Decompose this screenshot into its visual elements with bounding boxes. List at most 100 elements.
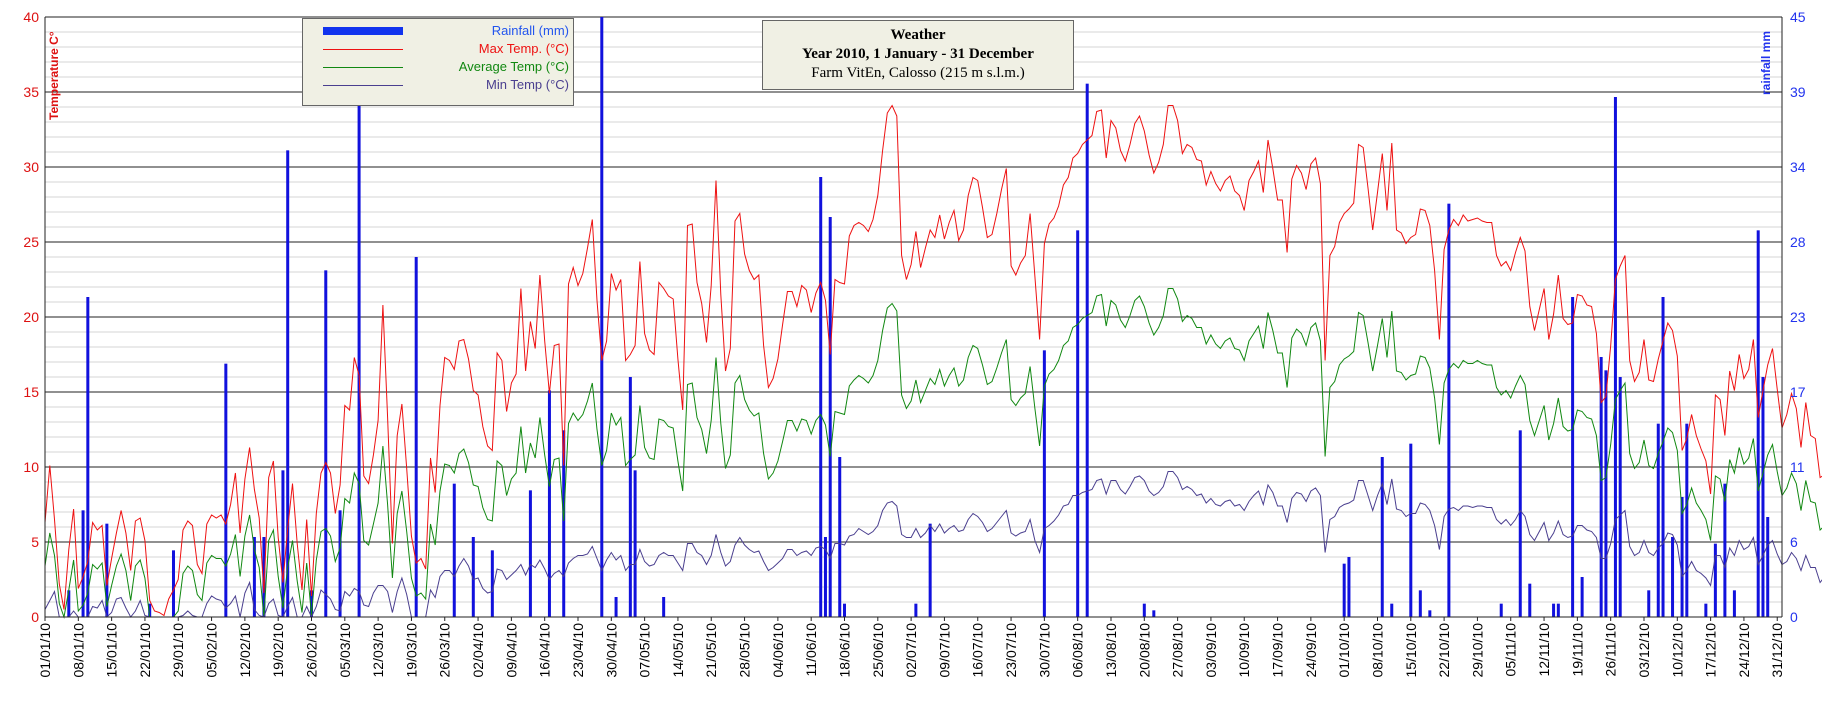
- y-tick-left-label: 5: [31, 534, 39, 550]
- rainfall-bar: [600, 17, 604, 617]
- legend-label-average-temp: Average Temp (°C): [458, 59, 569, 74]
- rainfall-bar: [1756, 230, 1760, 618]
- rainfall-bar: [67, 590, 71, 617]
- legend-item-min-temp: Min Temp (°C): [303, 77, 575, 95]
- title-box: Weather Year 2010, 1 January - 31 Decemb…: [762, 20, 1074, 90]
- rainfall-bar: [828, 217, 832, 617]
- rainfall-bar: [414, 257, 418, 617]
- rainfall-bar: [1556, 603, 1560, 617]
- y-tick-left-label: 35: [23, 84, 39, 100]
- x-tick-label: 03/09/10: [1203, 623, 1219, 678]
- chart-location: Farm VitEn, Calosso (215 m s.l.m.): [811, 65, 1025, 81]
- rainfall-bar: [262, 537, 266, 617]
- x-tick-label: 10/09/10: [1236, 623, 1252, 678]
- rainfall-bar: [252, 537, 256, 617]
- rainfall-bar: [1661, 297, 1665, 617]
- y-tick-left-label: 15: [23, 384, 39, 400]
- rainfall-bar: [1447, 203, 1451, 617]
- rainfall-bar: [105, 523, 109, 617]
- rainfall-bar: [357, 43, 361, 617]
- x-tick-label: 31/12/10: [1769, 623, 1785, 678]
- x-tick-label: 29/10/10: [1469, 623, 1485, 678]
- rainfall-bar: [1580, 577, 1584, 617]
- y-tick-left-label: 30: [23, 159, 39, 175]
- x-tick-label: 25/06/10: [870, 623, 886, 678]
- rainfall-bar: [148, 603, 152, 617]
- rainfall-bar: [528, 490, 532, 617]
- x-tick-label: 17/12/10: [1703, 623, 1719, 678]
- x-tick-label: 22/10/10: [1436, 623, 1452, 678]
- x-tick-label: 23/07/10: [1003, 623, 1019, 678]
- rainfall-bar: [1342, 563, 1346, 617]
- rainfall-bar: [309, 590, 313, 617]
- y-tick-right-label: 45: [1790, 9, 1806, 25]
- x-tick-label: 16/07/10: [970, 623, 986, 678]
- x-tick-label: 05/02/10: [204, 623, 220, 678]
- y-tick-right-label: 17: [1790, 384, 1806, 400]
- max-temp-line: [44, 104, 1822, 617]
- rainfall-bar: [842, 603, 846, 617]
- rainfall-bar: [1647, 590, 1651, 617]
- legend-label-max-temp: Max Temp. (°C): [478, 41, 569, 56]
- average-temp-swatch: [323, 67, 403, 68]
- y-tick-right-label: 39: [1790, 84, 1806, 100]
- x-tick-label: 04/06/10: [770, 623, 786, 678]
- x-tick-label: 30/07/10: [1036, 623, 1052, 678]
- rainfall-bar: [1671, 537, 1675, 617]
- rainfall-bar: [914, 603, 918, 617]
- rainfall-bar: [1152, 610, 1156, 617]
- min-temp-swatch: [323, 85, 403, 86]
- y-tick-right-label: 23: [1790, 309, 1806, 325]
- x-tick-label: 08/01/10: [70, 623, 86, 678]
- x-tick-label: 01/01/10: [37, 623, 53, 678]
- x-tick-label: 19/02/10: [270, 623, 286, 678]
- rainfall-bar: [1723, 483, 1727, 617]
- y-tick-right-label: 11: [1790, 459, 1805, 475]
- x-tick-label: 26/02/10: [304, 623, 320, 678]
- rainfall-bar: [86, 297, 90, 617]
- x-tick-label: 24/09/10: [1303, 623, 1319, 678]
- legend-label-rainfall: Rainfall (mm): [491, 23, 569, 38]
- x-tick-label: 11/06/10: [803, 623, 819, 677]
- rainfall-bar: [471, 537, 475, 617]
- rainfall-bar: [633, 470, 637, 617]
- rainfall-bar: [224, 363, 228, 617]
- rainfall-bar: [1680, 497, 1684, 617]
- y-tick-right-label: 0: [1790, 609, 1798, 625]
- x-tick-label: 26/11/10: [1603, 623, 1619, 677]
- rainfall-swatch: [323, 27, 403, 35]
- x-tick-label: 08/10/10: [1370, 623, 1386, 678]
- y-tick-left-label: 0: [31, 609, 39, 625]
- x-tick-label: 21/05/10: [703, 623, 719, 678]
- rainfall-bar: [614, 597, 618, 617]
- y-tick-left-label: 20: [23, 309, 39, 325]
- rainfall-bar: [1761, 377, 1765, 617]
- chart-subtitle: Year 2010, 1 January - 31 December: [802, 46, 1034, 62]
- x-tick-label: 20/08/10: [1136, 623, 1152, 678]
- rainfall-bar: [1499, 603, 1503, 617]
- x-tick-label: 02/07/10: [903, 623, 919, 678]
- rainfall-bar: [1528, 583, 1532, 617]
- legend-item-average-temp: Average Temp (°C): [303, 59, 575, 77]
- rainfall-bar: [1428, 610, 1432, 617]
- x-tick-label: 15/10/10: [1403, 623, 1419, 678]
- x-tick-label: 10/12/10: [1669, 623, 1685, 678]
- x-tick-label: 06/08/10: [1070, 623, 1086, 678]
- x-tick-label: 27/08/10: [1170, 623, 1186, 678]
- rainfall-bar: [1613, 97, 1617, 617]
- rainfall-bar: [452, 483, 456, 617]
- rainfall-bar: [823, 537, 827, 617]
- chart-title: Weather: [890, 27, 946, 43]
- rainfall-bar: [1552, 603, 1556, 617]
- rainfall-bar: [1766, 517, 1770, 617]
- legend-item-rainfall: Rainfall (mm): [303, 23, 575, 41]
- x-tick-label: 12/11/10: [1536, 623, 1552, 677]
- rainfall-bar: [1380, 457, 1384, 617]
- rainfall-bar: [1142, 603, 1146, 617]
- x-tick-label: 12/03/10: [370, 623, 386, 678]
- rainfall-bar: [490, 550, 494, 617]
- rainfall-bar: [286, 150, 290, 618]
- rainfall-bar: [628, 377, 632, 617]
- x-tick-label: 07/05/10: [637, 623, 653, 678]
- rainfall-bar: [1418, 590, 1422, 617]
